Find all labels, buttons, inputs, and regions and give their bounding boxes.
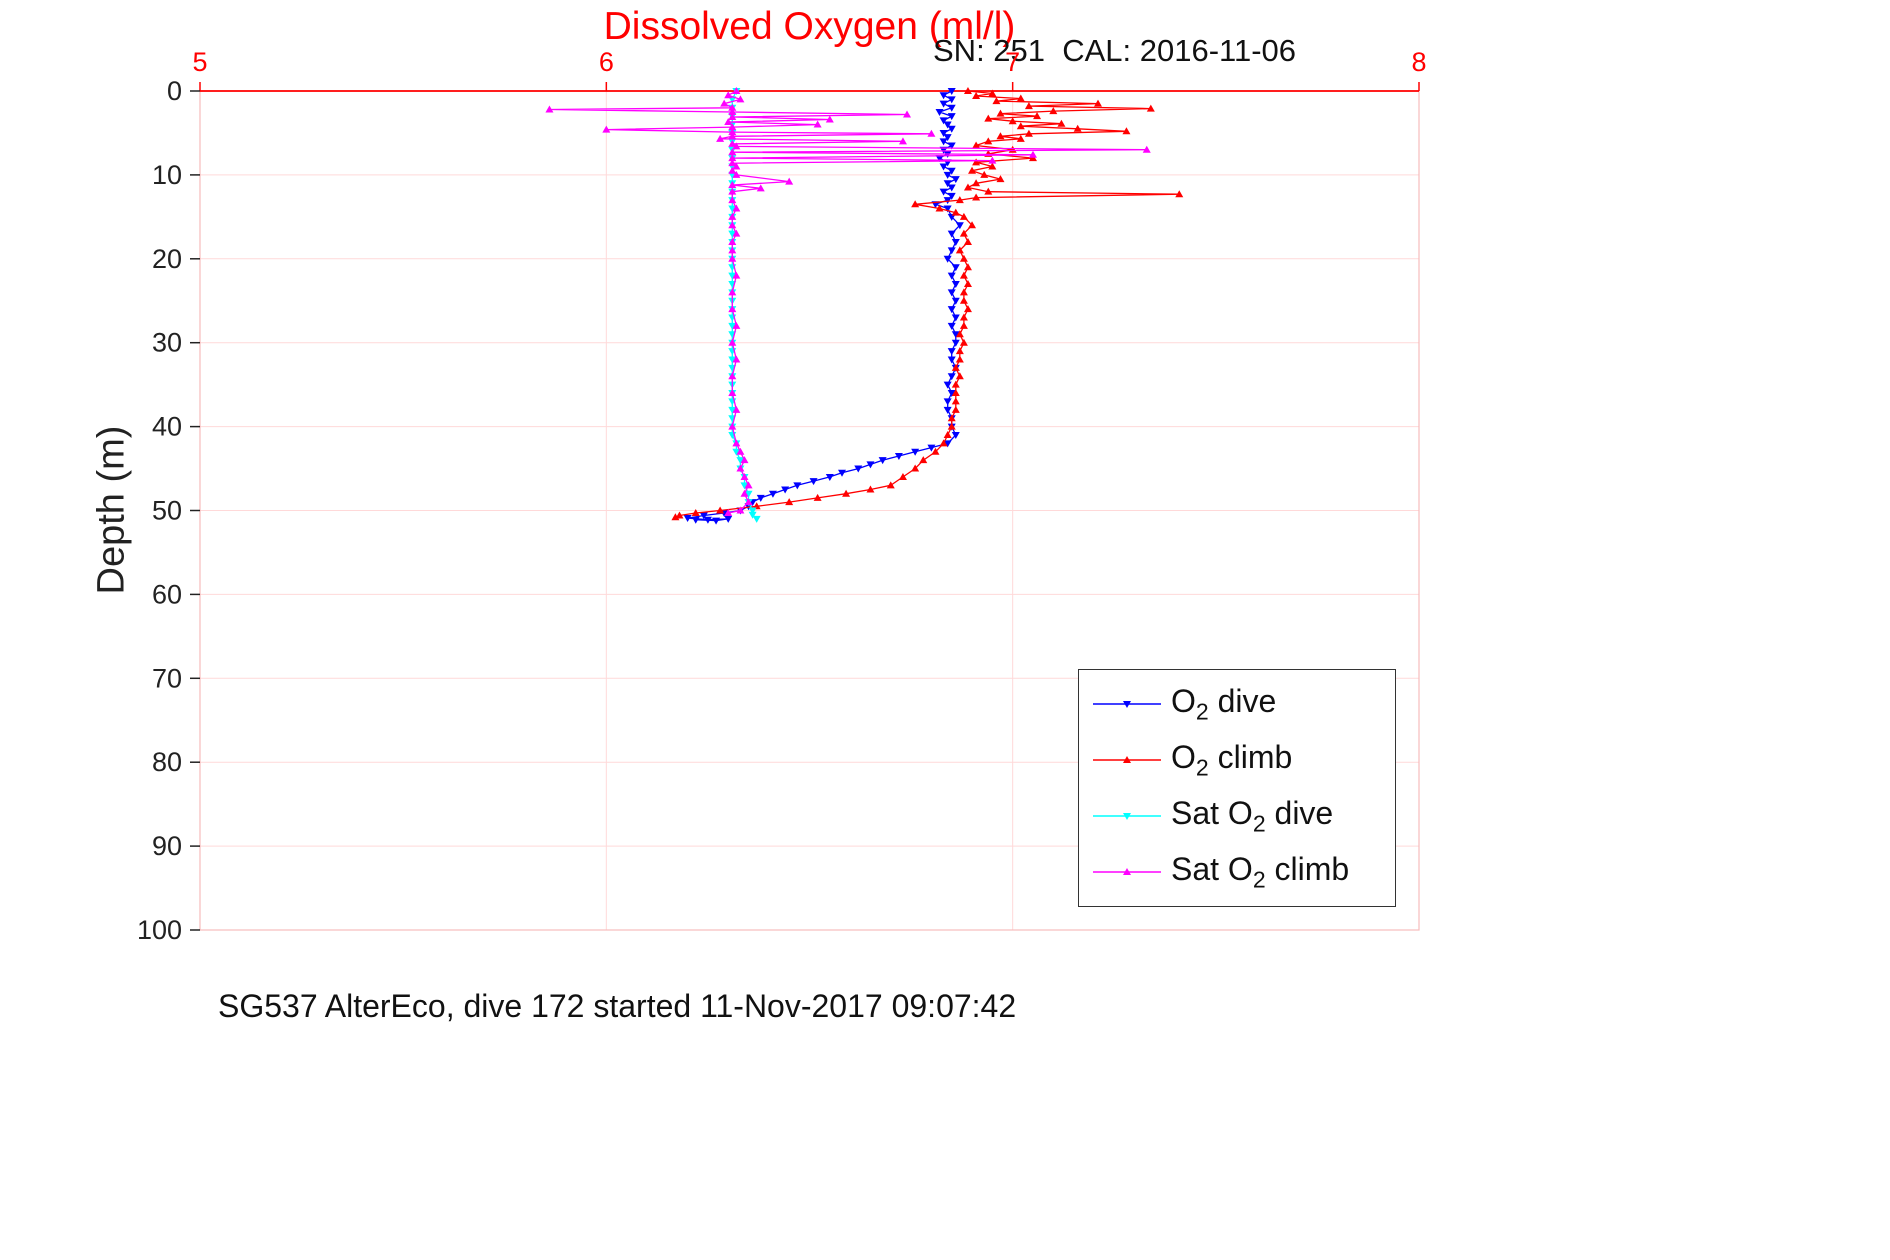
svg-text:70: 70: [152, 663, 182, 693]
svg-text:7: 7: [1005, 47, 1020, 77]
legend-sample-o2-dive: [1093, 700, 1161, 708]
legend-sample-o2-climb: [1093, 755, 1161, 763]
legend-item-o2-dive: O2 dive: [1089, 683, 1385, 725]
legend: O2 dive O2 climb Sat O2 dive Sat O2 clim…: [1078, 669, 1396, 907]
svg-text:20: 20: [152, 244, 182, 274]
legend-label-sat-o2-dive: Sat O2 dive: [1171, 794, 1334, 837]
legend-item-sat-o2-dive: Sat O2 dive: [1089, 795, 1385, 837]
legend-sample-sat-o2-climb: [1093, 867, 1161, 875]
svg-text:50: 50: [152, 496, 182, 526]
legend-label-o2-dive: O2 dive: [1171, 682, 1277, 725]
svg-text:100: 100: [137, 915, 182, 945]
legend-sample-sat-o2-dive: [1093, 812, 1161, 820]
figure-caption: SG537 AlterEco, dive 172 started 11-Nov-…: [218, 988, 1017, 1024]
sn-cal-annotation: SN: 251 CAL: 2016-11-06: [933, 33, 1297, 68]
svg-text:0: 0: [167, 76, 182, 106]
svg-text:5: 5: [192, 47, 207, 77]
svg-text:8: 8: [1411, 47, 1426, 77]
legend-label-o2-climb: O2 climb: [1171, 738, 1293, 781]
legend-item-o2-climb: O2 climb: [1089, 739, 1385, 781]
svg-text:80: 80: [152, 747, 182, 777]
svg-text:10: 10: [152, 160, 182, 190]
legend-label-sat-o2-climb: Sat O2 climb: [1171, 850, 1350, 893]
chart-title: Dissolved Oxygen (ml/l): [603, 5, 1016, 48]
svg-text:60: 60: [152, 579, 182, 609]
svg-text:30: 30: [152, 328, 182, 358]
svg-text:90: 90: [152, 831, 182, 861]
svg-text:40: 40: [152, 412, 182, 442]
svg-text:6: 6: [599, 47, 614, 77]
legend-item-sat-o2-climb: Sat O2 climb: [1089, 851, 1385, 893]
